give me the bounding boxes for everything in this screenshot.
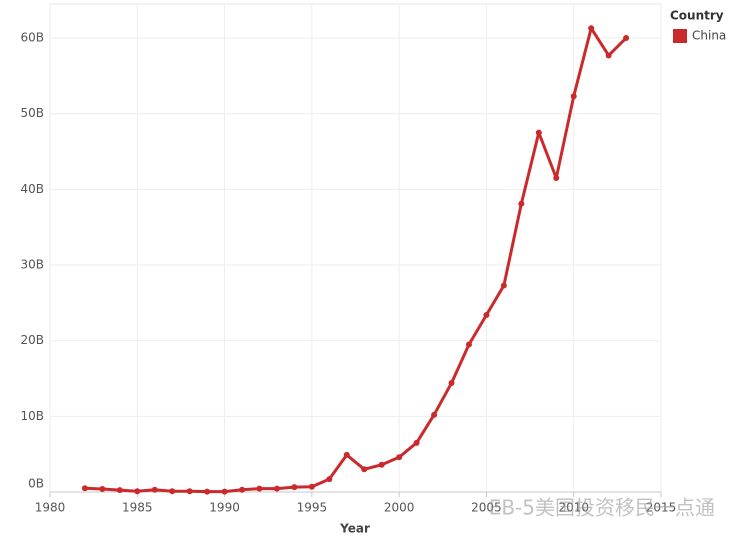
data-point — [535, 129, 542, 136]
data-point — [273, 485, 280, 492]
data-point — [221, 488, 228, 495]
data-point — [134, 488, 141, 495]
data-point — [413, 439, 420, 446]
data-point — [186, 488, 193, 495]
data-point — [465, 341, 472, 348]
x-tick-label: 1995 — [297, 501, 328, 515]
data-point — [81, 485, 88, 492]
data-point — [483, 311, 490, 318]
data-point — [99, 485, 106, 492]
y-tick-label: 10B — [20, 409, 44, 423]
data-point — [169, 488, 176, 495]
y-tick-label: 60B — [20, 31, 44, 45]
data-point — [500, 282, 507, 289]
x-tick-label: 1990 — [209, 501, 240, 515]
data-point — [431, 411, 438, 418]
y-tick-label: 50B — [20, 106, 44, 120]
data-point — [378, 461, 385, 468]
series-line — [84, 26, 628, 494]
plot-frame — [49, 3, 662, 493]
x-tick-label: 2005 — [471, 501, 502, 515]
y-tick-label: 0B — [28, 477, 44, 491]
data-point — [553, 175, 560, 182]
data-point — [448, 380, 455, 387]
legend-swatch — [673, 29, 687, 43]
y-tick-label: 20B — [20, 333, 44, 347]
legend-label: China — [692, 29, 726, 43]
data-point — [308, 483, 315, 490]
data-point — [239, 486, 246, 493]
data-point — [396, 454, 403, 461]
x-axis-label: Year — [339, 522, 370, 536]
data-point — [256, 485, 263, 492]
y-tick-label: 30B — [20, 258, 44, 272]
data-point — [623, 35, 630, 42]
data-point — [518, 200, 525, 207]
data-point — [116, 487, 123, 494]
data-point — [291, 484, 298, 491]
legend-title: Country — [670, 9, 724, 23]
data-point — [151, 486, 158, 493]
data-point — [343, 451, 350, 458]
data-point — [605, 52, 612, 59]
data-point — [361, 466, 368, 473]
x-tick-label: 1980 — [35, 501, 66, 515]
x-tick-label: 2015 — [646, 501, 677, 515]
data-point — [326, 476, 333, 483]
x-tick-label: 1985 — [122, 501, 153, 515]
y-tick-label: 40B — [20, 182, 44, 196]
x-tick-label: 2000 — [384, 501, 415, 515]
data-point — [204, 488, 211, 495]
data-point — [570, 93, 577, 100]
watermark: EB-5美国投资移民一点通 — [489, 496, 715, 520]
x-tick-label: 2010 — [558, 501, 589, 515]
data-point — [588, 25, 595, 32]
